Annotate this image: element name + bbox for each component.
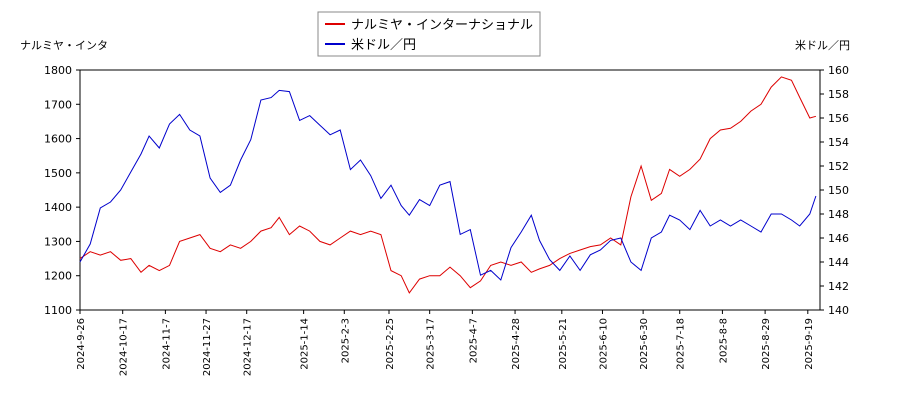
y2-tick-label: 142	[828, 280, 849, 293]
y2-tick-label: 158	[828, 88, 849, 101]
y2-tick-label: 150	[828, 184, 849, 197]
x-tick-label: 2024-11-7	[161, 318, 172, 370]
y2-tick-label: 140	[828, 304, 849, 317]
y-tick-label: 1700	[44, 98, 72, 111]
y2-tick-label: 160	[828, 64, 849, 77]
y2-axis-label: 米ドル／円	[795, 39, 850, 52]
x-tick-label: 2025-8-8	[718, 318, 729, 363]
plot-frame	[79, 69, 821, 311]
y-tick-label: 1600	[44, 133, 72, 146]
y2-tick-label: 154	[828, 136, 849, 149]
x-tick-label: 2025-7-18	[676, 318, 687, 370]
line-series	[79, 89, 817, 281]
x-tick-label: 2024-11-27	[202, 318, 213, 376]
x-tick-label: 2025-1-14	[300, 318, 311, 370]
y-tick-label: 1800	[44, 64, 72, 77]
x-tick-label: 2025-9-19	[804, 318, 815, 370]
x-tick-label: 2025-5-21	[558, 318, 569, 370]
legend	[317, 11, 541, 57]
y-tick-label: 1300	[44, 235, 72, 248]
y-tick-label: 1500	[44, 167, 72, 180]
y2-tick-label: 152	[828, 160, 849, 173]
x-tick-label: 2025-8-29	[761, 318, 772, 370]
y-tick-label: 1100	[44, 304, 72, 317]
x-tick-label: 2025-6-10	[598, 318, 609, 370]
x-tick-label: 2025-2-25	[385, 318, 396, 370]
x-tick-label: 2024-10-17	[119, 318, 130, 376]
x-tick-label: 2024-12-17	[243, 318, 254, 376]
x-tick-label: 2025-3-17	[426, 318, 437, 370]
x-tick-label: 2025-6-30	[639, 318, 650, 370]
y-tick-label: 1200	[44, 270, 72, 283]
legend-label: 米ドル／円	[351, 38, 416, 53]
y2-tick-label: 146	[828, 232, 849, 245]
x-tick-label: 2024-9-26	[76, 318, 87, 370]
y2-tick-label: 144	[828, 256, 849, 269]
x-tick-label: 2025-2-3	[340, 318, 351, 363]
y2-tick-label: 156	[828, 112, 849, 125]
x-tick-label: 2025-4-7	[468, 318, 479, 363]
y-axis-label: ナルミヤ・インタ	[20, 39, 108, 52]
y2-tick-label: 148	[828, 208, 849, 221]
y-tick-label: 1400	[44, 201, 72, 214]
legend-label: ナルミヤ・インターナショナル	[351, 18, 533, 33]
x-tick-label: 2025-4-28	[511, 318, 522, 370]
line-series	[79, 76, 817, 294]
